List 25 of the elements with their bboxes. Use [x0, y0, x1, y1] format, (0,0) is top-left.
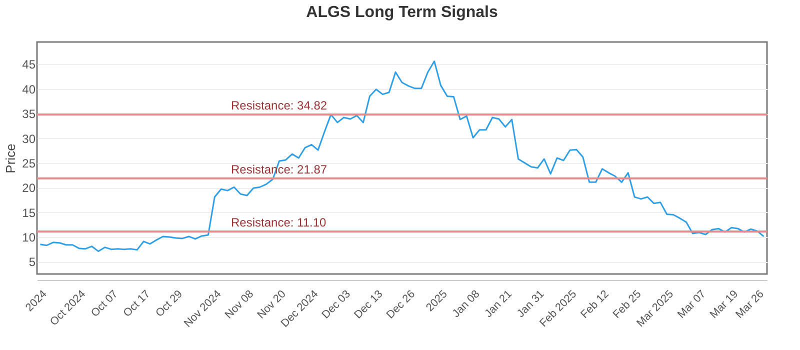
ref-line-label: Resistance: 11.10: [231, 216, 326, 230]
y-tick-label: 25: [22, 156, 36, 170]
ref-line-label: Resistance: 34.82: [231, 98, 328, 112]
line-series: [39, 60, 765, 252]
x-tick-label: Dec 03: [320, 288, 353, 322]
y-axis-title: Price: [3, 144, 18, 174]
y-tick-label: 30: [22, 132, 36, 146]
x-tick-label: Feb 12: [578, 288, 612, 321]
y-tick-label: 20: [22, 181, 36, 196]
x-tick-label: Oct 29: [154, 288, 185, 320]
y-tick-label: 40: [22, 82, 36, 96]
y-tick-label: 10: [22, 230, 36, 244]
y-tick-label: 35: [22, 107, 36, 122]
x-tick-label: Mar 07: [676, 288, 708, 321]
x-tick-label: Jan 21: [482, 288, 514, 320]
chart-title: ALGS Long Term Signals: [306, 4, 498, 21]
x-tick-label: Nov 08: [222, 288, 256, 322]
y-tick-label: 5: [28, 255, 36, 270]
x-tick-label: Dec 26: [384, 288, 418, 322]
x-tick-label: Oct 07: [88, 288, 120, 320]
x-tick-label: Oct 17: [121, 288, 153, 320]
x-tick-label: Jan 08: [450, 288, 482, 320]
x-tick-label: Dec 13: [352, 288, 386, 322]
y-tick-label: 15: [22, 206, 36, 220]
y-tick-label: 45: [22, 58, 36, 72]
